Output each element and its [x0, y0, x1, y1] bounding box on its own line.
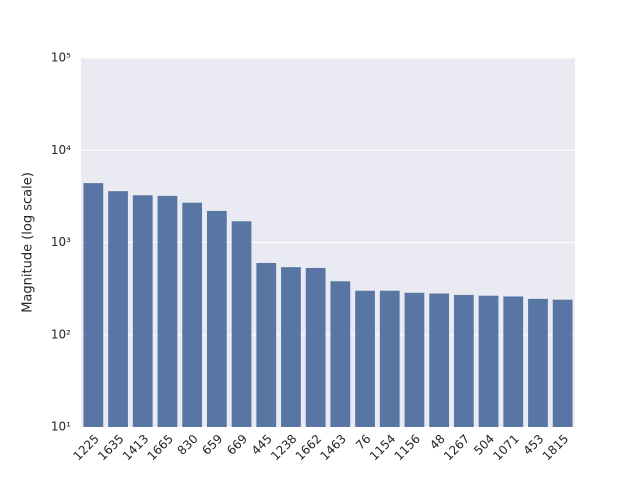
bar [206, 210, 227, 427]
y-tick-label: 10¹ [51, 420, 71, 434]
y-tick-label: 10⁴ [51, 143, 71, 157]
y-tick-label: 10⁵ [51, 51, 71, 65]
bar [429, 293, 450, 427]
bar [552, 299, 573, 427]
bar [281, 267, 301, 427]
bar [355, 290, 375, 427]
x-tick-label: 1225 [70, 432, 101, 463]
x-tick-label: 1665 [145, 432, 176, 463]
bar [157, 195, 178, 427]
bar [330, 281, 351, 427]
x-tick-label: 669 [224, 432, 250, 458]
bar [379, 290, 400, 427]
x-tick-label: 1156 [392, 432, 423, 463]
y-axis-label: Magnitude (log scale) [21, 172, 36, 313]
bar [132, 195, 153, 427]
x-tick-label: 1413 [120, 432, 151, 463]
x-tick-label: 1662 [293, 432, 324, 463]
x-tick-label: 1238 [268, 432, 299, 463]
x-tick-label: 1267 [441, 432, 472, 463]
bar [528, 298, 548, 427]
bar [404, 292, 425, 427]
y-tick-label: 10² [51, 327, 71, 341]
y-tick-label: 10³ [51, 235, 71, 249]
bar [83, 183, 104, 427]
bar [453, 294, 474, 427]
x-tick-label: 1154 [367, 432, 398, 463]
x-tick-label: 830 [175, 432, 201, 458]
x-tick-label: 1463 [317, 432, 348, 463]
x-tick-label: 1635 [95, 432, 126, 463]
bar [231, 221, 252, 427]
x-tick-label: 659 [199, 432, 225, 458]
bar [182, 202, 203, 427]
x-tick-label: 1815 [540, 432, 571, 463]
bar [108, 191, 128, 427]
bar [256, 262, 277, 427]
bar [478, 295, 499, 427]
bar [503, 296, 524, 427]
x-tick-label: 1071 [490, 432, 521, 463]
bar [305, 267, 326, 427]
